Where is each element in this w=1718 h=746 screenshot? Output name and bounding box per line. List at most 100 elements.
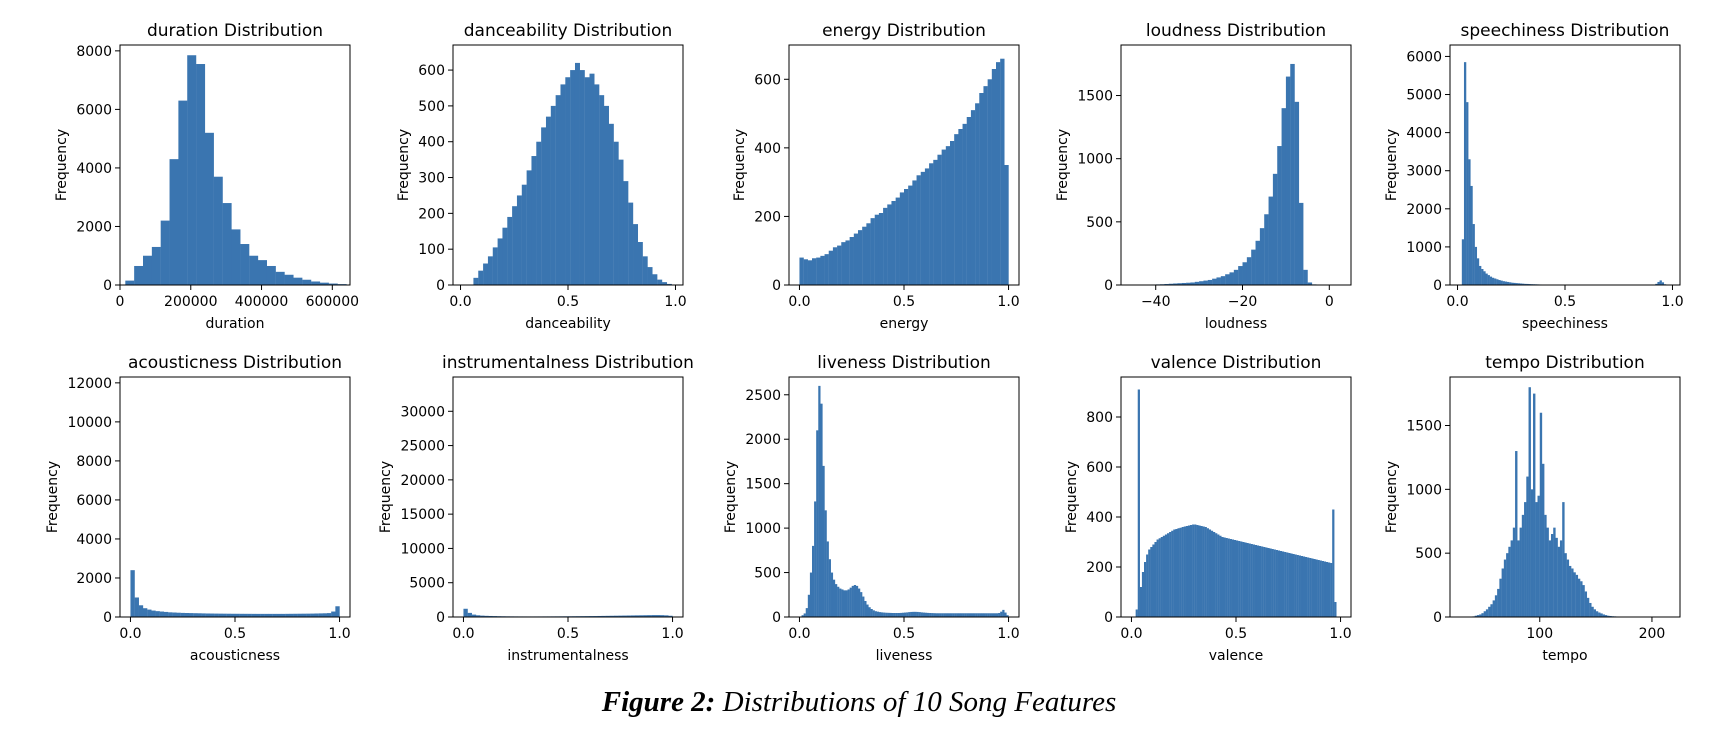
histogram-bar (1512, 527, 1516, 617)
y-tick-label: 0 (436, 278, 445, 294)
y-tick-label: 500 (1086, 215, 1113, 231)
histogram-bar (1190, 282, 1195, 285)
histogram-bar (184, 613, 190, 617)
histogram-bar (991, 613, 995, 617)
histogram-bar (473, 277, 479, 285)
histogram-bar (1476, 258, 1480, 285)
y-tick-label: 600 (1086, 460, 1113, 476)
histogram-bar (966, 613, 969, 617)
chart-7: 0.0 0.5 1.0 0 500 1000 1500 2000 2500 liveness Di… (723, 353, 1020, 664)
y-tick-label: 3000 (1406, 164, 1442, 180)
histogram-bar (222, 203, 232, 285)
histogram-bar (1223, 537, 1226, 617)
histogram-bar (803, 259, 808, 285)
histogram-bar (866, 604, 869, 617)
histogram-bar (1208, 529, 1212, 617)
histogram-bar (828, 559, 831, 617)
histogram-bar (1483, 271, 1486, 285)
histogram-bar (1273, 549, 1276, 617)
histogram-bar (872, 610, 875, 617)
histogram-bar (264, 613, 269, 617)
histogram-bar (835, 584, 838, 617)
histogram-bar (1466, 102, 1469, 285)
histogram-bar (327, 613, 332, 617)
y-tick-label: 0 (1433, 278, 1442, 294)
histogram-bar (1207, 279, 1213, 285)
histogram-bar (1000, 58, 1005, 286)
histogram-bar (541, 127, 547, 285)
histogram-bar (1568, 565, 1572, 617)
histogram-bar (924, 612, 928, 617)
y-axis-label: Frequency (396, 129, 412, 201)
histogram-bar (1233, 540, 1237, 617)
x-tick-label: 0.0 (788, 294, 810, 310)
histogram-bar (1519, 527, 1522, 617)
histogram-bar (155, 611, 160, 617)
histogram-bar (1307, 557, 1310, 617)
histogram-bar (866, 223, 871, 285)
histogram-bar (463, 608, 468, 617)
histogram-bar (1521, 514, 1525, 617)
histogram-bar (488, 615, 493, 617)
histogram-bar (1600, 613, 1603, 617)
histogram-bar (651, 615, 656, 617)
histogram-bar (950, 613, 953, 617)
histogram-bar (1470, 185, 1473, 285)
histogram-bar (947, 613, 951, 617)
histogram-bar (805, 608, 808, 617)
histogram-bar (1154, 542, 1157, 617)
chart-title: energy Distribution (822, 21, 986, 41)
histogram-bar (1259, 228, 1265, 285)
histogram-bar (1272, 173, 1278, 285)
y-tick-label: 4000 (76, 161, 112, 177)
plot-frame (452, 376, 684, 618)
histogram-bar (247, 613, 252, 617)
histogram-bar (1506, 553, 1509, 617)
x-tick-label: 0.5 (1554, 294, 1576, 310)
histogram-bar (1330, 563, 1333, 617)
histogram-bar (1263, 547, 1266, 617)
histogram-bar (605, 615, 610, 617)
histogram-bar (1173, 283, 1178, 285)
histogram-bar (614, 615, 619, 617)
histogram-bar (1192, 524, 1195, 617)
histogram-bar (1199, 281, 1204, 285)
histogram-bar (950, 141, 955, 285)
histogram-bar (1200, 526, 1203, 617)
histogram-bar (908, 612, 911, 617)
histogram-bar (560, 84, 566, 286)
histogram-bar (814, 501, 817, 617)
histogram-bar (1290, 553, 1293, 617)
histogram-bar (255, 613, 261, 617)
histogram-bar (1315, 559, 1318, 617)
histogram-bar (178, 100, 188, 285)
y-tick-label: 8000 (76, 44, 112, 60)
chart-title: valence Distribution (1151, 353, 1322, 373)
histogram-bar (1550, 534, 1554, 617)
histogram-bar (1577, 578, 1581, 617)
histogram-bar (1225, 538, 1228, 617)
histogram-bar (213, 176, 223, 285)
histogram-bar (862, 596, 865, 617)
histogram-bar (565, 77, 571, 286)
histogram-bar (1515, 283, 1518, 285)
histogram-bar (314, 613, 319, 617)
histogram-bar (1497, 588, 1500, 617)
histogram-bar (1494, 278, 1497, 285)
histogram-bar (512, 206, 518, 285)
histogram-bar (1292, 554, 1295, 617)
histogram-bar (134, 597, 139, 617)
histogram-bar (1533, 393, 1536, 617)
histogram-bar (991, 69, 997, 285)
histogram-bar (1261, 546, 1264, 617)
histogram-bar (1206, 528, 1209, 617)
y-tick-label: 200 (754, 209, 781, 225)
histogram-bar (1177, 528, 1180, 617)
histogram-bar (824, 510, 827, 617)
histogram-bar (618, 615, 623, 617)
histogram-bar (147, 609, 152, 617)
histogram-bar (920, 171, 926, 285)
x-axis-label: tempo (1542, 648, 1587, 664)
histogram-bar (521, 184, 527, 285)
y-axis-label: Frequency (1384, 129, 1400, 201)
